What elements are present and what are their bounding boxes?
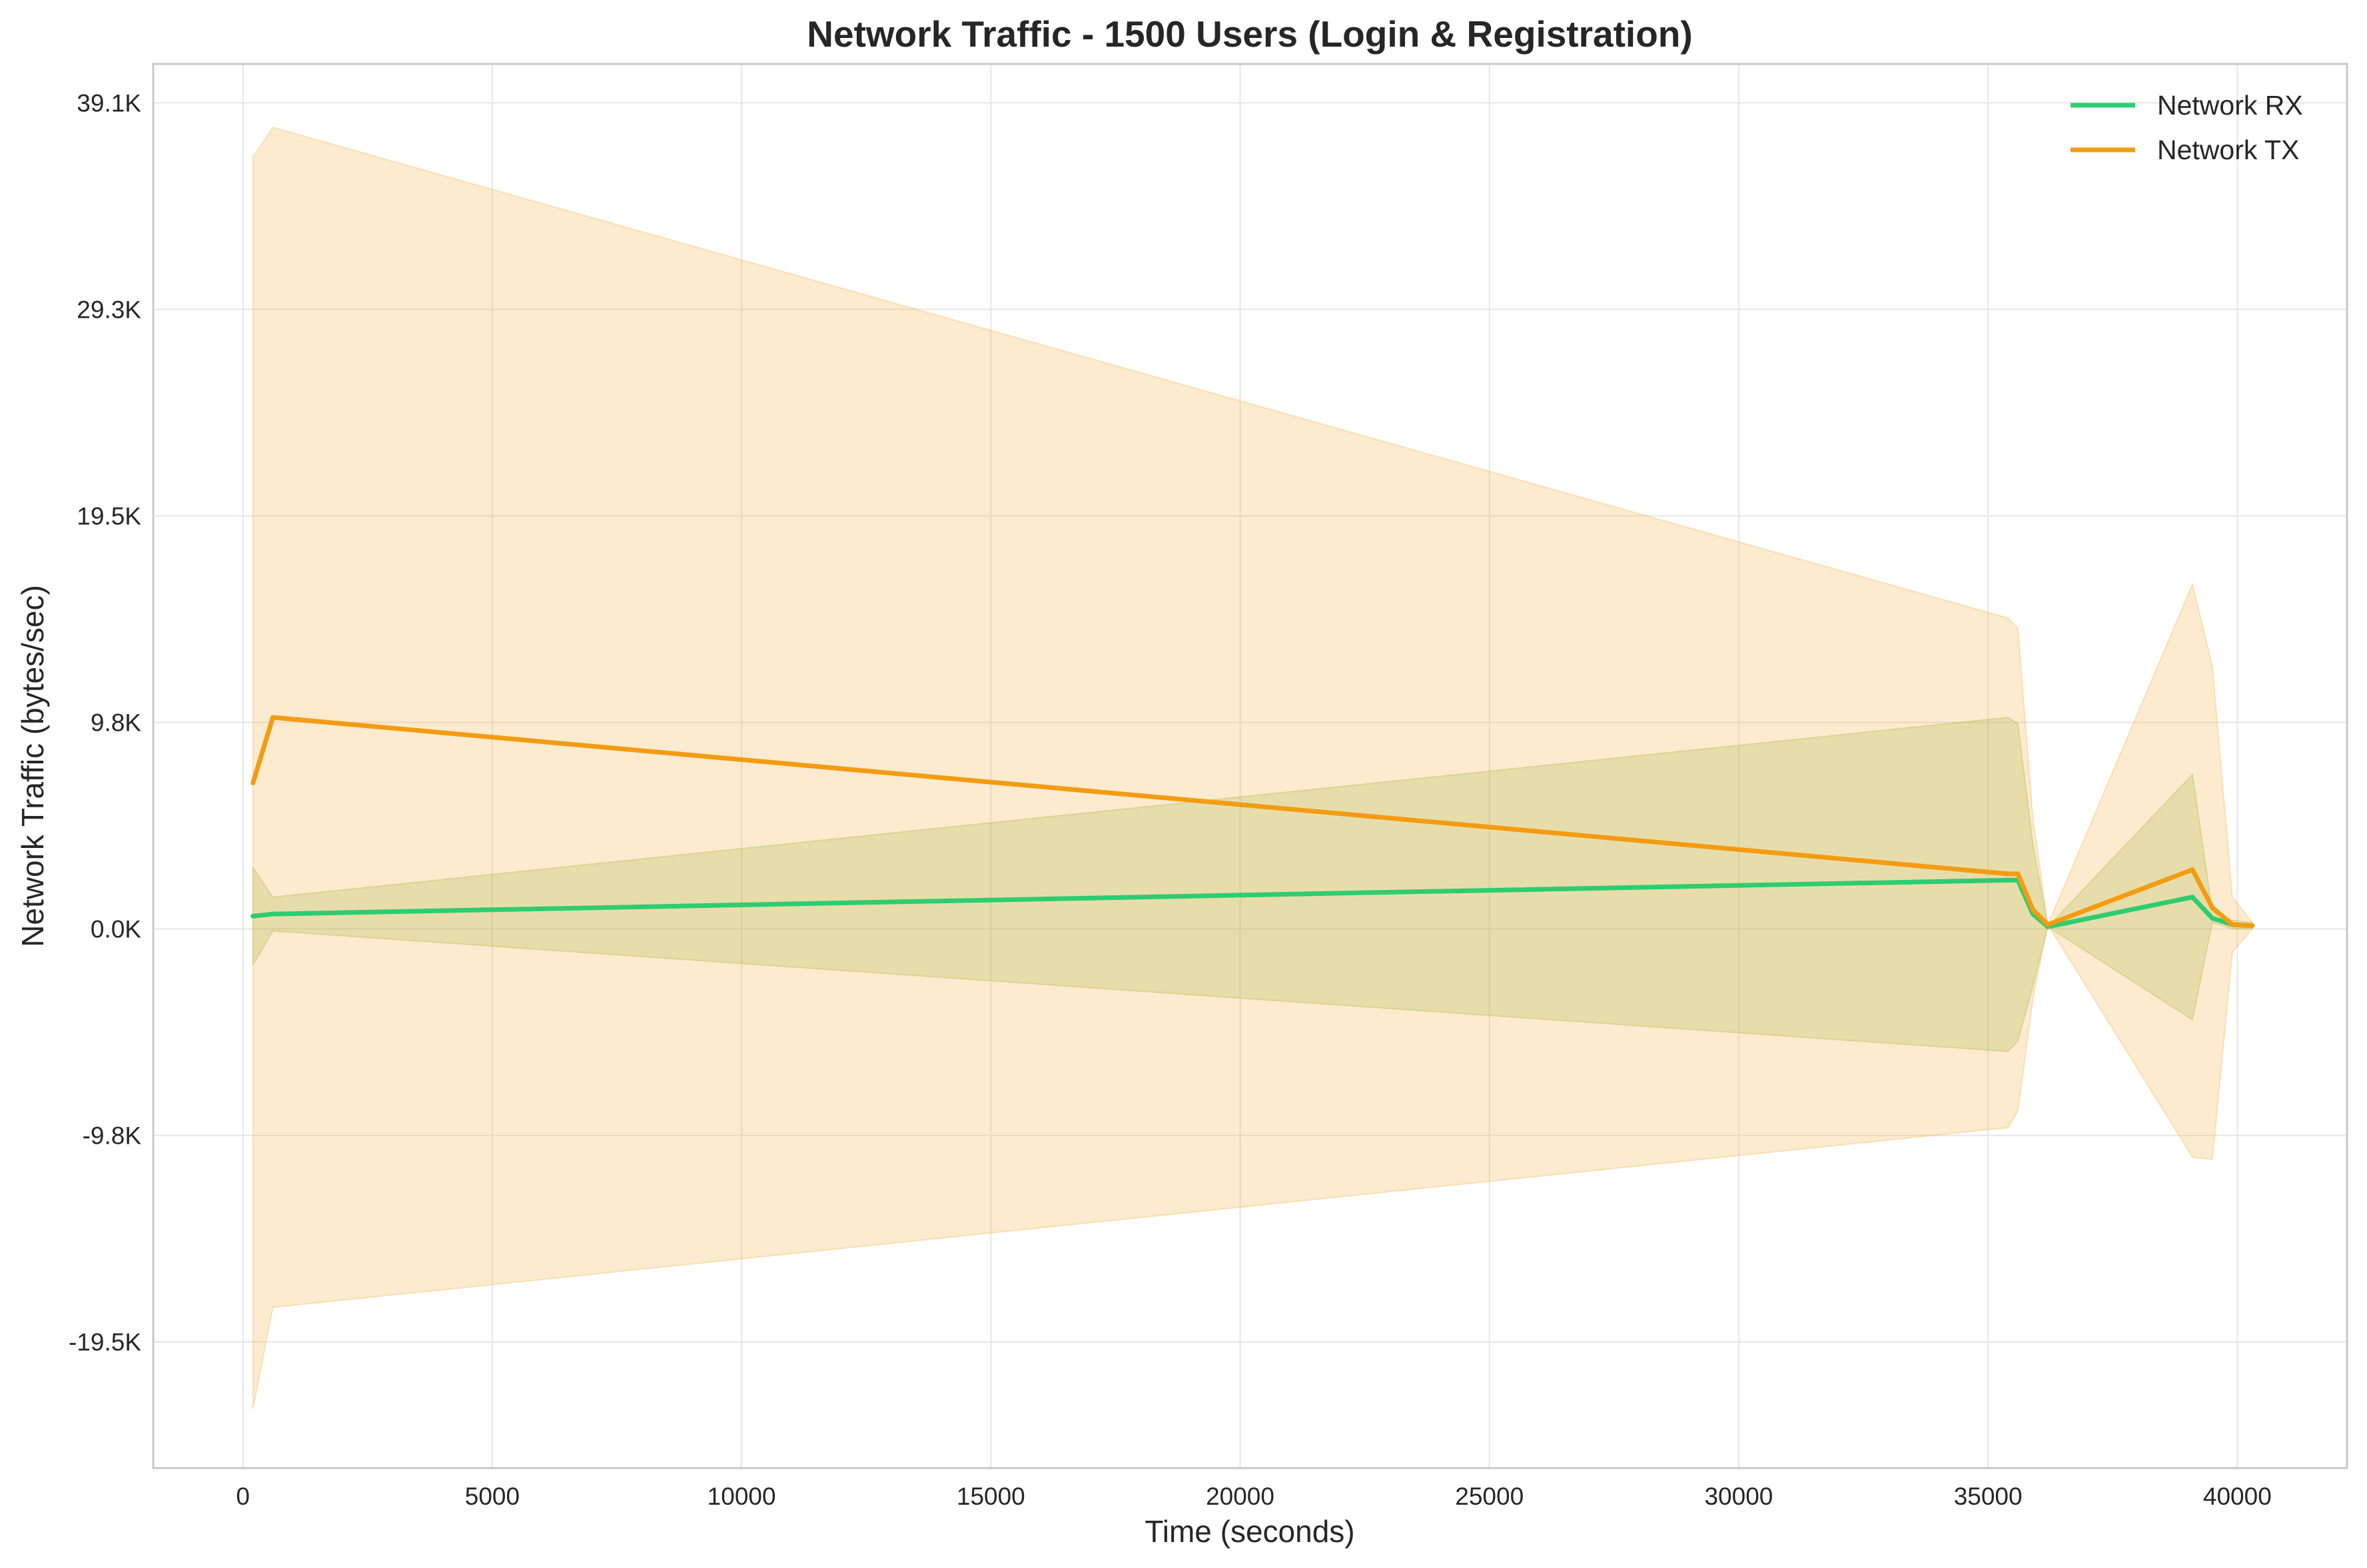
y-axis-ticks: -19.5K -9.8K 0.0K 9.8K 19.5K 29.3K 39.1K [69,89,141,1356]
y-tick-label: 29.3K [77,296,141,323]
x-tick-label: 25000 [1455,1483,1524,1510]
grid [153,64,2347,1468]
confidence-bands [252,127,2253,1409]
legend: Network RX Network TX [2071,90,2303,165]
x-tick-label: 40000 [2203,1483,2272,1510]
network-tx-line [250,715,2255,929]
x-tick-label: 0 [236,1483,250,1510]
x-axis-ticks: 0 5000 10000 15000 20000 25000 30000 35000 40000 [236,1483,2271,1510]
x-tick-label: 15000 [957,1483,1025,1510]
x-tick-label: 30000 [1704,1483,1773,1510]
network-tx-band [252,127,2253,1409]
y-tick-label: 0.0K [91,915,141,943]
network-tx-legend-label: Network TX [2157,135,2299,165]
x-tick-label: 10000 [708,1483,776,1510]
plot-frame [152,63,2348,1469]
x-axis-label: Time (seconds) [1145,1514,1354,1549]
chart-title: Network Traffic - 1500 Users (Login & Re… [807,13,1692,55]
x-tick-label: 5000 [465,1483,520,1510]
network-rx-band [252,716,2253,1052]
y-tick-label: 9.8K [91,709,141,736]
x-tick-label: 20000 [1206,1483,1274,1510]
y-tick-label: -19.5K [69,1328,141,1356]
series-lines [250,715,2255,929]
y-axis-label: Network Traffic (bytes/sec) [15,585,50,947]
y-tick-label: -9.8K [83,1122,142,1149]
y-tick-label: 19.5K [77,502,141,530]
network-rx-legend-label: Network RX [2157,90,2303,121]
y-tick-label: 39.1K [77,89,141,117]
x-tick-label: 35000 [1954,1483,2023,1510]
